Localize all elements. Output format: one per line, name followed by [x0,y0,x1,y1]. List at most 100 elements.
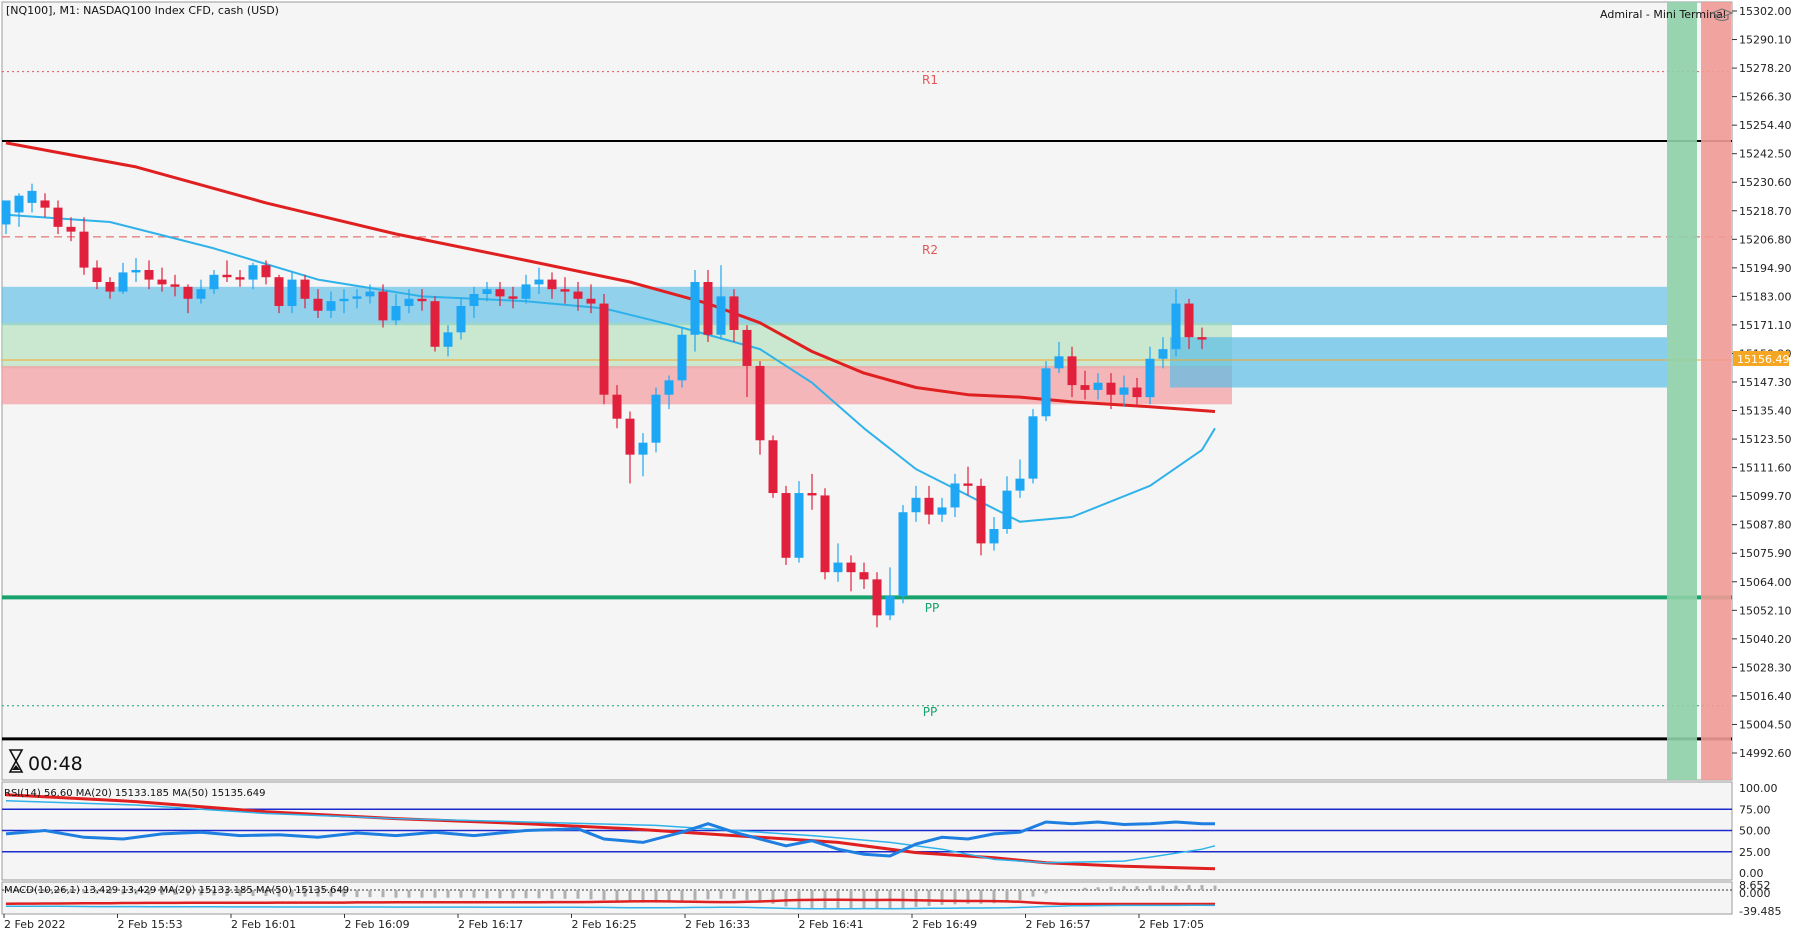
candle[interactable] [456,298,466,340]
candle[interactable] [469,286,479,318]
candle[interactable] [443,325,453,357]
candle[interactable] [521,274,531,304]
candle[interactable] [508,286,518,309]
candle[interactable] [118,262,128,294]
candle[interactable] [677,327,687,388]
candle[interactable] [1,200,11,235]
candle[interactable] [144,260,154,290]
candle[interactable] [768,435,778,498]
candle[interactable] [1197,327,1207,350]
candle[interactable] [794,481,804,563]
candle[interactable] [1145,346,1155,405]
candle[interactable] [625,411,635,484]
candle[interactable] [1002,476,1012,534]
candle[interactable] [1054,341,1064,374]
candle[interactable] [105,277,115,299]
candle[interactable] [170,274,180,297]
candle[interactable] [872,572,882,628]
terminal-label[interactable]: Admiral - Mini Terminal [1600,8,1726,21]
candle[interactable] [157,267,167,292]
candle[interactable] [612,385,622,429]
price-tick-label: 15206.80 [1739,233,1792,246]
candle[interactable] [300,274,310,309]
candle[interactable] [1184,298,1194,350]
candle[interactable] [716,265,726,340]
candle[interactable] [248,262,258,290]
sell-panel[interactable] [1701,2,1731,780]
candle[interactable] [261,260,271,285]
candle[interactable] [859,562,869,589]
candle[interactable] [729,289,739,342]
candle[interactable] [339,289,349,314]
candle[interactable] [66,217,76,242]
candle[interactable] [573,281,583,311]
candle[interactable] [209,270,219,294]
candle[interactable] [833,543,843,582]
buy-panel[interactable] [1667,2,1697,780]
candle[interactable] [1171,289,1181,357]
candle[interactable] [560,277,570,304]
graduation-cap-icon[interactable] [1710,8,1734,22]
candle[interactable] [235,270,245,287]
candle[interactable] [430,296,440,352]
candle[interactable] [534,267,544,294]
candle[interactable] [547,272,557,299]
candle[interactable] [742,325,752,398]
candle[interactable] [14,193,24,227]
candle[interactable] [53,200,63,235]
candle[interactable] [1158,337,1168,369]
candle[interactable] [417,289,427,311]
candle[interactable] [196,279,206,304]
candle[interactable] [781,485,791,565]
candle[interactable] [1041,361,1051,422]
candle[interactable] [313,289,323,318]
candle[interactable] [1028,409,1038,484]
candle[interactable] [1015,459,1025,498]
candle[interactable] [1132,377,1142,407]
candle[interactable] [898,505,908,604]
candle[interactable] [690,270,700,352]
candle[interactable] [222,260,232,282]
candle[interactable] [911,485,921,522]
candle[interactable] [131,258,141,282]
candle[interactable] [976,478,986,556]
candle[interactable] [326,291,336,318]
candle[interactable] [846,555,856,592]
price-tick-label: 15290.10 [1739,34,1792,47]
candle[interactable] [638,433,648,477]
candle[interactable] [963,466,973,496]
candle[interactable] [820,488,830,580]
candle[interactable] [989,517,999,551]
candle[interactable] [404,289,414,314]
candle[interactable] [1106,373,1116,410]
candle[interactable] [482,281,492,302]
candle[interactable] [79,217,89,275]
candle[interactable] [287,272,297,314]
candle[interactable] [755,361,765,455]
candle[interactable] [391,293,401,326]
candle[interactable] [1093,373,1103,400]
candle[interactable] [1080,370,1090,400]
candle[interactable] [586,284,596,314]
candle[interactable] [183,284,193,314]
candle[interactable] [703,270,713,342]
candle[interactable] [365,284,375,304]
candle[interactable] [885,567,895,621]
candle[interactable] [807,473,817,510]
candle[interactable] [495,281,505,306]
candle[interactable] [1119,375,1129,407]
candle[interactable] [27,183,37,213]
candle[interactable] [924,485,934,525]
candle[interactable] [92,260,102,290]
candle[interactable] [378,284,388,328]
candle[interactable] [1067,346,1077,398]
candle[interactable] [937,497,947,522]
candle[interactable] [950,473,960,518]
candle[interactable] [664,375,674,410]
price-tick-label: 14992.60 [1739,747,1792,760]
candle[interactable] [599,293,609,405]
candle[interactable] [274,274,284,314]
candle[interactable] [40,193,50,218]
candle[interactable] [651,387,661,453]
candle[interactable] [352,289,362,309]
